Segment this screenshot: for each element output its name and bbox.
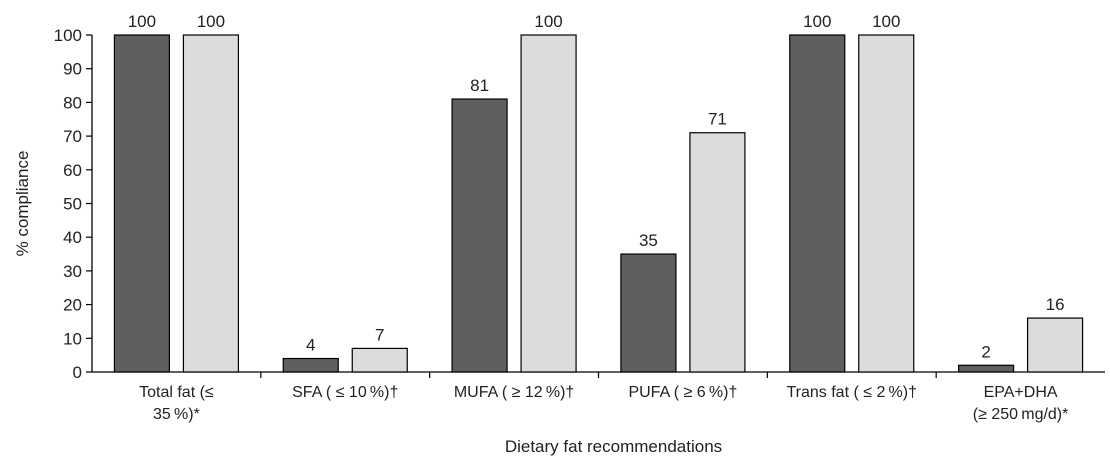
x-axis-title: Dietary fat recommendations	[505, 437, 722, 456]
bar	[113, 34, 171, 373]
bar	[451, 98, 508, 373]
bar	[957, 364, 1015, 373]
data-label: 100	[534, 12, 562, 31]
data-label: 35	[639, 231, 658, 250]
data-label: 100	[803, 12, 831, 31]
data-label: 4	[306, 336, 315, 355]
data-label: 2	[981, 342, 990, 361]
y-tick-label: 10	[63, 329, 82, 348]
bar	[520, 34, 577, 373]
bar	[282, 357, 339, 373]
bar	[1026, 317, 1084, 373]
data-label: 16	[1046, 295, 1065, 314]
x-category-label: 35 %)*	[153, 406, 200, 423]
data-label: 100	[128, 12, 156, 31]
x-category-label: SFA ( ≤ 10 %)†	[292, 384, 398, 401]
bar	[689, 132, 746, 373]
y-tick-label: 80	[63, 93, 82, 112]
y-axis-title: % compliance	[13, 151, 32, 257]
data-label: 100	[197, 12, 225, 31]
y-tick-label: 0	[73, 363, 82, 382]
y-tick-label: 20	[63, 296, 82, 315]
bar	[351, 347, 408, 373]
y-tick-label: 40	[63, 228, 82, 247]
bar	[789, 34, 846, 373]
bar	[182, 34, 240, 373]
x-category-label: PUFA ( ≥ 6 %)†	[628, 384, 737, 401]
y-tick-label: 60	[63, 161, 82, 180]
y-tick-label: 30	[63, 262, 82, 281]
data-label: 81	[470, 76, 489, 95]
bar	[620, 253, 677, 373]
y-tick-label: 90	[63, 60, 82, 79]
x-category-label: (≥ 250 mg/d)*	[973, 406, 1069, 423]
x-category-label: MUFA ( ≥ 12 %)†	[454, 384, 574, 401]
data-label: 100	[872, 12, 900, 31]
data-label: 71	[708, 110, 727, 129]
x-category-label: EPA+DHA	[984, 384, 1058, 401]
y-tick-label: 50	[63, 195, 82, 214]
y-tick-label: 100	[54, 26, 82, 45]
bar	[858, 34, 915, 373]
x-category-label: Trans fat ( ≤ 2 %)†	[786, 384, 917, 401]
data-label: 7	[375, 325, 384, 344]
x-category-label: Total fat (≤	[139, 384, 214, 401]
y-tick-label: 70	[63, 127, 82, 146]
